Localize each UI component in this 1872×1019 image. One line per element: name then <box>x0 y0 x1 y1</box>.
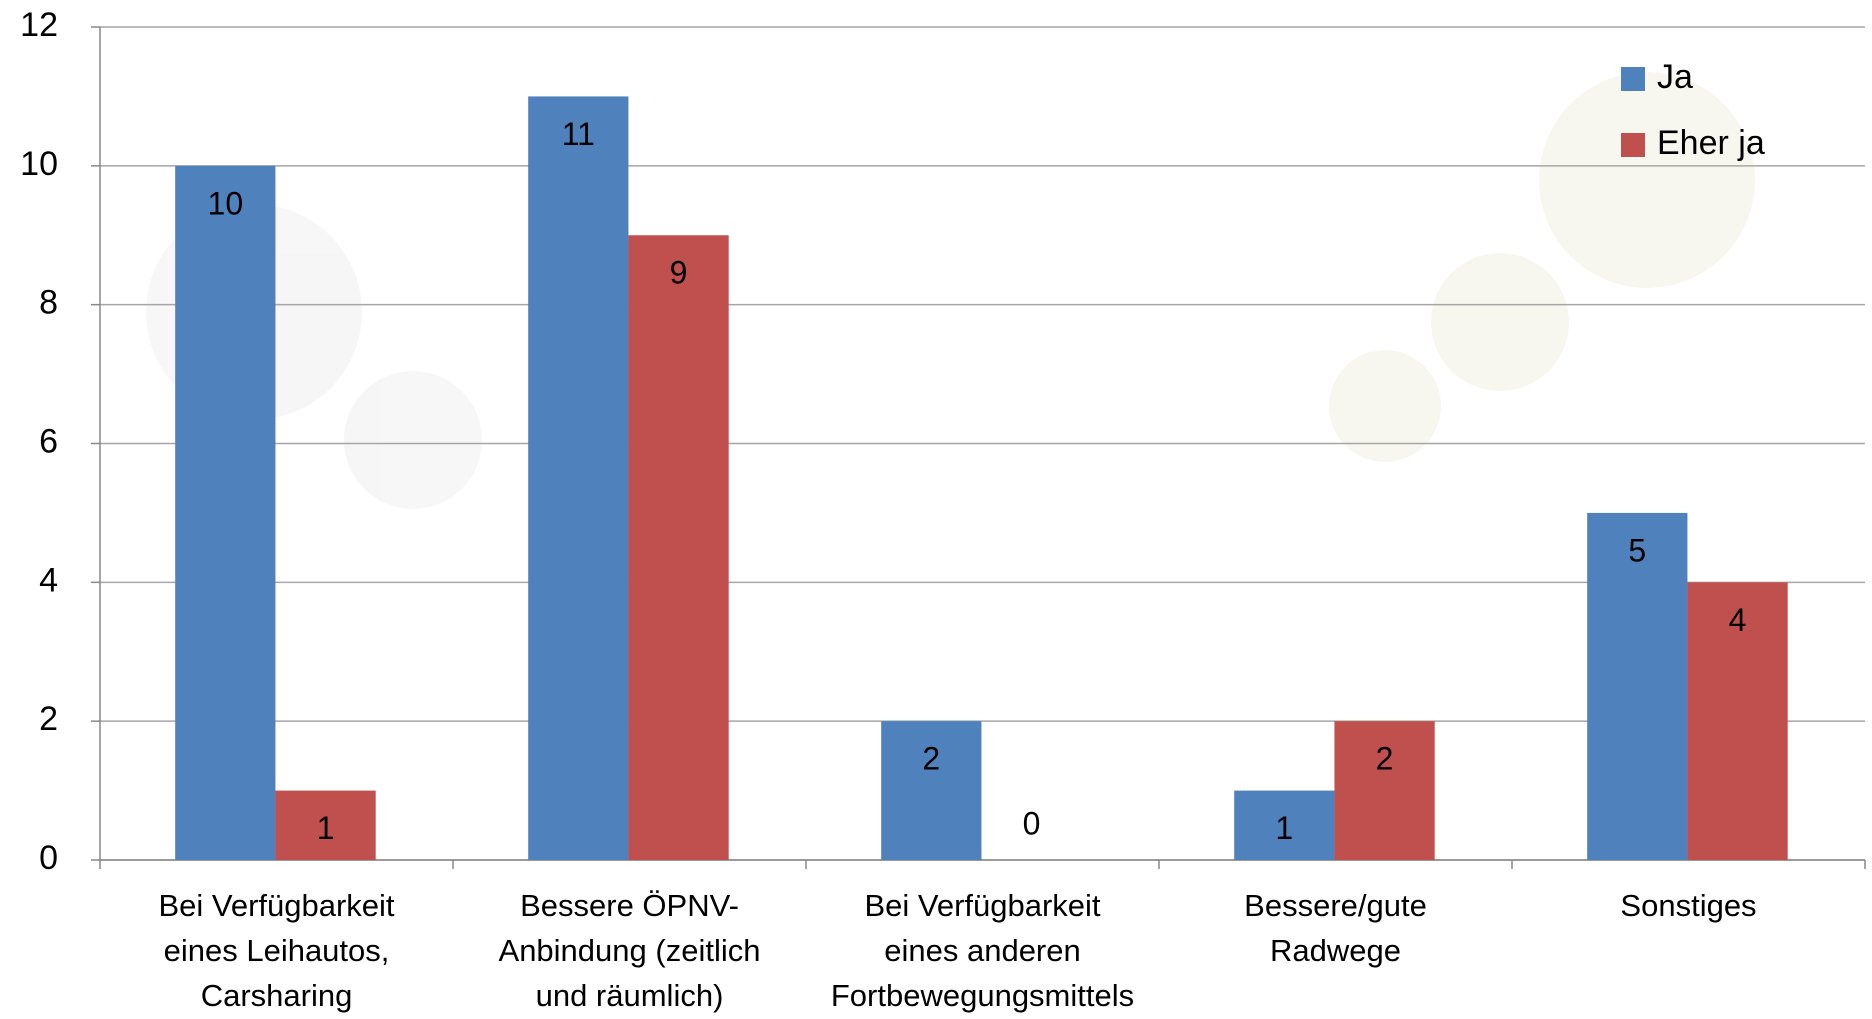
y-tick-label: 6 <box>39 422 58 460</box>
value-label: 1 <box>1275 810 1293 846</box>
x-tick-label-line: eines Leihautos, <box>164 933 390 968</box>
value-label: 2 <box>1376 741 1394 777</box>
x-tick-label-line: Bessere/gute <box>1244 888 1427 923</box>
bar <box>628 235 728 860</box>
x-tick-label: Bei Verfügbarkeit eines Leihautos, Carshar… <box>158 888 394 1013</box>
value-label: 10 <box>208 185 244 221</box>
x-tick-label: Bessere ÖPNV- Anbindung (zeitlich und räum… <box>499 888 761 1013</box>
value-label: 1 <box>317 810 335 846</box>
y-tick-label: 10 <box>20 145 58 183</box>
x-tick-label-line: Bessere ÖPNV- <box>520 888 739 923</box>
legend-label: Eher ja <box>1657 124 1765 162</box>
value-label: 11 <box>562 116 595 152</box>
x-tick-label-line: Anbindung (zeitlich <box>499 933 761 968</box>
y-tick-label: 0 <box>39 839 58 877</box>
value-label: 2 <box>922 741 940 777</box>
y-tick-label: 12 <box>20 6 58 44</box>
legend-label: Ja <box>1657 58 1693 96</box>
x-tick-label-line: Fortbewegungsmittels <box>831 978 1134 1013</box>
value-label: 0 <box>1023 805 1041 841</box>
y-tick-label: 8 <box>39 284 58 322</box>
x-tick-label-line: Bei Verfügbarkeit <box>158 888 394 923</box>
value-label: 4 <box>1729 602 1747 638</box>
value-label: 9 <box>670 255 688 291</box>
y-tick-label: 4 <box>39 561 58 599</box>
x-tick-label-line: Sonstiges <box>1620 888 1756 923</box>
chart: 024681012Bei Verfügbarkeiteines Leihauto… <box>0 0 1872 1019</box>
x-tick-label: Sonstiges <box>1620 888 1756 923</box>
x-tick-label-line: und räumlich) <box>536 978 724 1013</box>
x-tick-label-line: Bei Verfügbarkeit <box>864 888 1100 923</box>
value-label: 5 <box>1628 532 1646 568</box>
legend-swatch <box>1621 67 1645 91</box>
x-tick-label-line: Carsharing <box>201 978 353 1013</box>
x-tick-label: Bei Verfügbarkeit eines anderen Fortbewegu… <box>831 888 1134 1013</box>
x-tick-label: Bessere/gute Radwege <box>1244 888 1427 968</box>
x-tick-label-line: eines anderen <box>884 933 1081 968</box>
y-tick-label: 2 <box>39 700 58 738</box>
legend-swatch <box>1621 133 1645 157</box>
bar <box>175 166 275 860</box>
x-tick-label-line: Radwege <box>1270 933 1401 968</box>
bar <box>528 96 628 860</box>
